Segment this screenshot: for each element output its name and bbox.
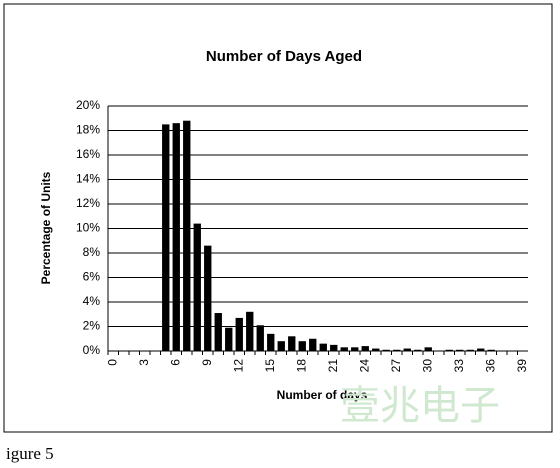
bar bbox=[361, 346, 369, 351]
bar bbox=[424, 347, 432, 351]
y-tick-label: 10% bbox=[76, 221, 100, 235]
bar bbox=[351, 347, 359, 351]
bar bbox=[246, 311, 254, 351]
bar bbox=[466, 349, 474, 351]
y-tick-label: 8% bbox=[83, 245, 101, 259]
y-tick-label: 0% bbox=[83, 343, 101, 357]
x-tick-label: 24 bbox=[357, 359, 371, 373]
bar bbox=[172, 123, 180, 352]
bar bbox=[372, 348, 380, 351]
bar bbox=[330, 344, 338, 351]
y-tick-label: 4% bbox=[83, 294, 101, 308]
bar bbox=[256, 325, 264, 351]
bar bbox=[183, 120, 191, 351]
bar bbox=[382, 349, 390, 351]
y-axis-label: Percentage of Units bbox=[39, 171, 53, 284]
bar bbox=[298, 341, 306, 351]
x-tick-label: 27 bbox=[389, 359, 403, 373]
y-tick-label: 12% bbox=[76, 196, 100, 210]
bar bbox=[309, 338, 317, 351]
chart-title: Number of Days Aged bbox=[206, 48, 362, 65]
bar bbox=[214, 313, 222, 351]
x-tick-label: 30 bbox=[420, 359, 434, 373]
bar bbox=[162, 124, 170, 351]
y-tick-label: 18% bbox=[76, 123, 100, 137]
watermark: 壹兆电子 bbox=[340, 383, 500, 429]
x-tick-label: 39 bbox=[515, 359, 529, 373]
bar bbox=[445, 349, 453, 351]
x-tick-label: 3 bbox=[137, 359, 151, 366]
y-tick-label: 2% bbox=[83, 319, 101, 333]
bar bbox=[204, 245, 212, 351]
bar bbox=[288, 336, 296, 351]
x-tick-label: 6 bbox=[168, 359, 182, 366]
chart-border bbox=[3, 3, 553, 433]
x-tick-label: 12 bbox=[231, 359, 245, 373]
bar bbox=[414, 349, 422, 351]
x-tick-label: 36 bbox=[483, 359, 497, 373]
x-tick-label: 0 bbox=[105, 359, 119, 366]
x-tick-label: 18 bbox=[294, 359, 308, 373]
bar bbox=[340, 347, 348, 351]
x-axis-label: Number of days bbox=[277, 388, 368, 402]
bar bbox=[477, 348, 485, 351]
bar bbox=[403, 348, 411, 351]
bar bbox=[193, 223, 201, 351]
y-tick-label: 16% bbox=[76, 147, 100, 161]
bar bbox=[487, 349, 495, 351]
bar bbox=[277, 341, 285, 351]
caption: igure 5 bbox=[6, 444, 54, 463]
bar bbox=[267, 333, 275, 351]
x-tick-label: 15 bbox=[263, 359, 277, 373]
bar bbox=[456, 349, 464, 351]
y-tick-label: 6% bbox=[83, 270, 101, 284]
y-tick-label: 14% bbox=[76, 172, 100, 186]
bar bbox=[393, 349, 401, 351]
bar bbox=[225, 327, 233, 351]
x-tick-label: 33 bbox=[452, 359, 466, 373]
bar bbox=[319, 343, 327, 351]
x-tick-label: 9 bbox=[200, 359, 214, 366]
x-tick-label: 21 bbox=[326, 359, 340, 373]
bar bbox=[235, 317, 243, 351]
y-tick-label: 20% bbox=[76, 98, 100, 112]
